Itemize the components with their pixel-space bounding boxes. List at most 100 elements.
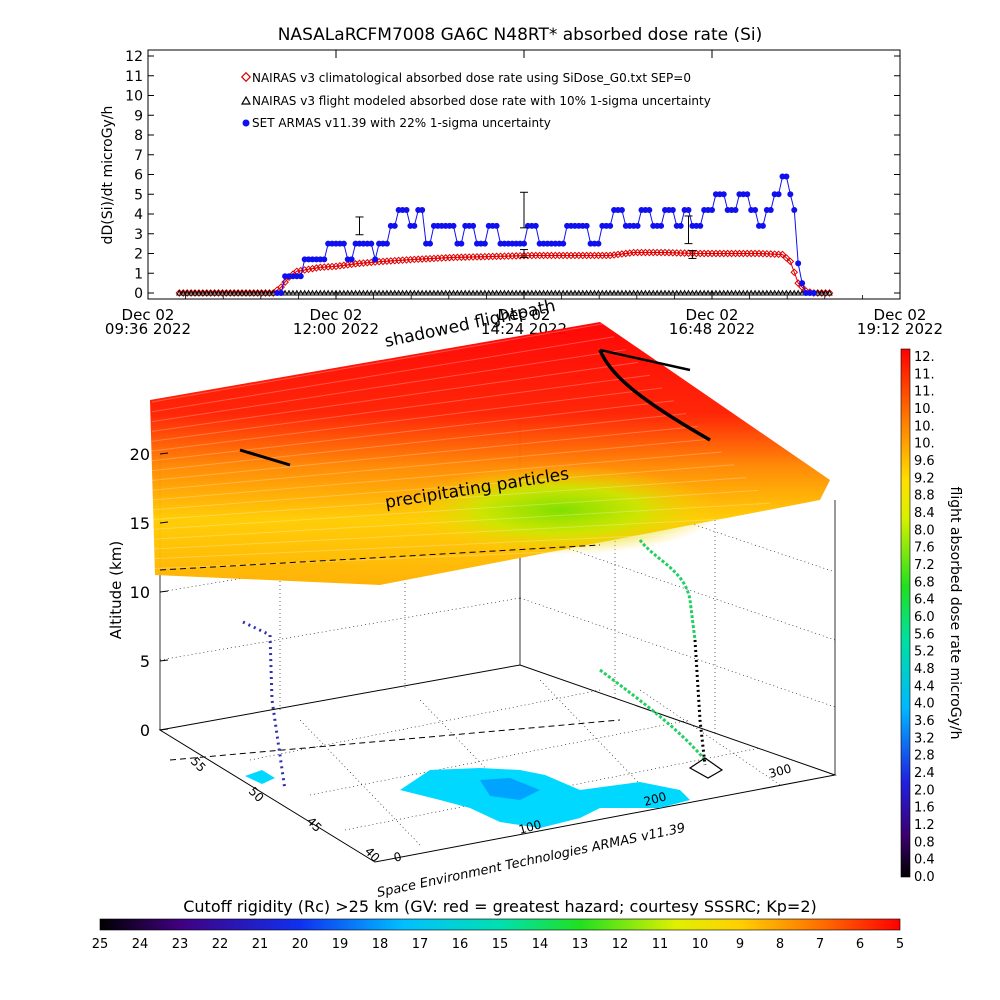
armas-point <box>521 240 527 247</box>
dose-colorbar-ticks: 12. 11. 11. 10. 10. 10. 9.6 9.2 8.8 8.4 8.0 7.6 7.2 6… <box>914 350 935 885</box>
armas-point <box>532 222 539 229</box>
nairas-flight-point <box>183 289 191 296</box>
dose-colorbar-tick-label: 3.2 <box>914 731 935 746</box>
nairas-flight-point <box>712 289 720 296</box>
nairas-flight-point <box>779 289 786 296</box>
nairas-flight-point <box>395 289 402 296</box>
nairas-clim-point <box>571 251 579 260</box>
nairas-flight-point <box>328 289 336 296</box>
nairas-clim-point <box>575 251 583 260</box>
rigidity-colorbar-tick-label: 24 <box>132 937 149 952</box>
nairas-flight-point <box>567 289 575 296</box>
y-axis-label: dD(Si)/dt microGy/h <box>100 106 116 245</box>
nairas-clim-point <box>723 249 732 258</box>
dose-colorbar-tick-label: 11. <box>914 367 935 382</box>
nairas-clim-point <box>790 268 799 277</box>
lon-tick-label: 200 <box>642 789 668 808</box>
z-tick <box>159 659 169 662</box>
y-tick-label: 7 <box>134 148 143 164</box>
nairas-clim-point <box>563 251 571 260</box>
legend-label: SET ARMAS v11.39 with 22% 1-sigma uncert… <box>252 116 551 130</box>
nairas-flight-point <box>320 289 328 296</box>
z-axis-ticks: 0 5 10 15 20 <box>130 445 169 740</box>
armas-point <box>278 290 285 296</box>
nairas-flight-point <box>591 289 598 296</box>
nairas-flight-point <box>348 289 355 296</box>
nairas-clim-point <box>582 251 591 260</box>
legend-label: NAIRAS v3 flight modeled absorbed dose r… <box>252 94 711 108</box>
nairas-flight-point <box>258 289 265 296</box>
rigidity-colorbar-tick-label: 19 <box>332 937 349 952</box>
nairas-flight-point <box>176 289 183 296</box>
armas-point <box>669 207 676 214</box>
nairas-flight-point <box>195 289 203 296</box>
nairas-clim-point <box>629 248 638 257</box>
nairas-flight-point <box>775 289 782 296</box>
nairas-flight-point <box>755 289 763 296</box>
dose-sheet-stratum <box>151 464 735 511</box>
nairas-flight-point <box>191 289 199 296</box>
flight-track-high <box>598 349 711 442</box>
armas-point <box>321 256 328 263</box>
dose-sheet-stratum <box>151 438 711 491</box>
legend-label: NAIRAS v3 climatological absorbed dose r… <box>252 71 691 85</box>
armas-point <box>732 207 739 214</box>
flight-tracks <box>159 348 724 791</box>
dose-sheet-stratum <box>151 425 699 481</box>
map-landmass <box>245 768 690 828</box>
armas-point <box>607 222 614 229</box>
nairas-flight-point <box>305 289 312 296</box>
floor-plane <box>158 664 837 863</box>
nairas-flight-point <box>199 289 207 296</box>
error-bars <box>355 191 697 259</box>
nairas-flight-point <box>689 289 696 296</box>
nairas-clim-point <box>586 251 595 260</box>
lon-tick-label: 300 <box>767 761 793 780</box>
armas-point <box>595 240 602 247</box>
armas-point <box>775 191 782 198</box>
nairas-flight-point <box>642 289 649 296</box>
nairas-clim-point <box>602 251 611 260</box>
nairas-flight-point <box>246 289 254 296</box>
nairas-flight-point <box>352 289 359 296</box>
armas-point <box>493 222 500 229</box>
nairas-clim-point <box>578 251 587 260</box>
nairas-flight-point <box>461 289 469 296</box>
nairas-clim-point <box>716 249 724 258</box>
nairas-flight-point <box>203 289 211 296</box>
nairas-flight-point <box>743 289 751 296</box>
rigidity-colorbar-tick-label: 6 <box>856 937 864 952</box>
armas-point <box>685 207 692 214</box>
nairas-flight-point <box>207 289 214 296</box>
nairas-flight-point <box>505 289 512 296</box>
nairas-flight-point <box>285 289 293 296</box>
nairas-flight-point <box>622 289 630 296</box>
nairas-flight-point <box>716 289 724 296</box>
dose-sheet <box>150 322 830 585</box>
nairas-flight-point <box>469 289 477 296</box>
nairas-flight-point <box>266 289 273 296</box>
dose-colorbar-tick-label: 7.6 <box>914 541 935 556</box>
armas-point <box>709 207 715 214</box>
armas-point <box>646 207 653 214</box>
y-tick-label: 12 <box>125 49 143 65</box>
armas-point <box>368 240 375 247</box>
nairas-flight-point <box>512 289 520 296</box>
nairas-clim-point <box>735 249 744 258</box>
rigidity-colorbar: Cutoff rigidity (Rc) >25 km (GV: red = g… <box>92 897 904 952</box>
z-tick-label: 20 <box>130 445 150 464</box>
z-tick <box>159 452 169 455</box>
x-tick-label-time: 09:36 2022 <box>105 320 191 338</box>
dose-colorbar-tick-label: 8.8 <box>914 489 935 504</box>
rigidity-colorbar-title: Cutoff rigidity (Rc) >25 km (GV: red = g… <box>183 897 817 916</box>
rigidity-colorbar-tick-label: 8 <box>776 937 784 952</box>
armas-point <box>403 207 410 214</box>
nairas-clim-point <box>657 248 665 257</box>
dose-colorbar-tick-label: 10. <box>914 419 935 434</box>
nairas-clim-point <box>747 249 755 258</box>
armas-point <box>799 280 806 287</box>
nairas-flight-point <box>528 289 536 296</box>
